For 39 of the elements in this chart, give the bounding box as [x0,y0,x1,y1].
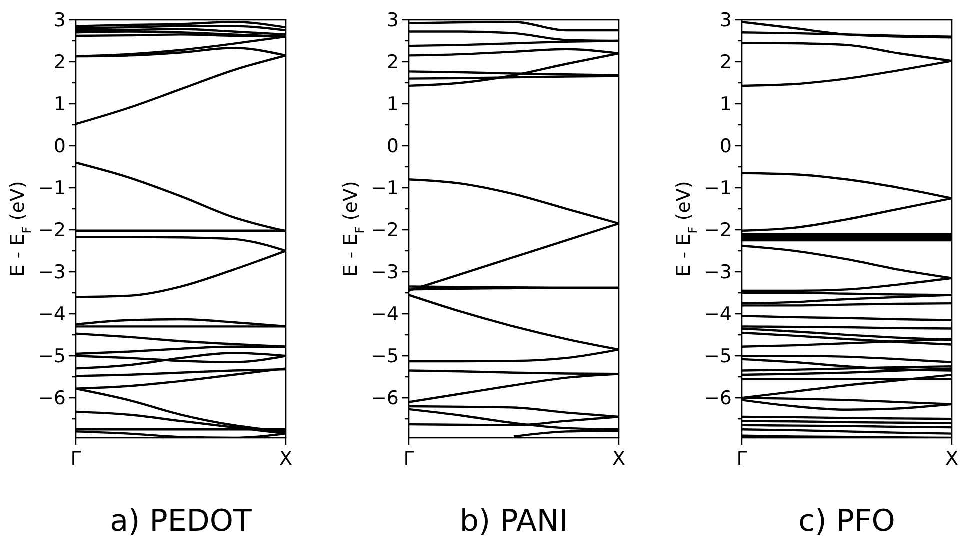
y-tick-label: −3 [38,262,66,284]
y-tick-label: 1 [720,94,732,116]
y-tick-label: 0 [720,136,732,158]
y-tick-label: −5 [704,346,732,368]
y-tick-label: −4 [704,304,732,326]
x-tick-label: Γ [70,448,82,470]
y-tick-label: −2 [38,220,66,242]
y-tick-label: −6 [38,388,66,410]
y-tick-label: 2 [720,52,732,74]
y-tick-label: −5 [38,346,66,368]
y-tick-label: −3 [704,262,732,284]
y-tick-label: 2 [54,52,66,74]
x-tick-label: X [945,448,959,470]
x-tick-label: X [612,448,626,470]
y-tick-label: −4 [370,304,399,326]
y-tick-label: −3 [370,262,399,284]
text: a) PEDOT [110,504,253,539]
y-tick-label: 3 [386,10,399,32]
y-tick-label: 1 [54,94,66,116]
y-tick-label: −6 [704,388,732,410]
y-tick-label: −4 [38,304,66,326]
y-tick-label: −1 [370,178,399,200]
y-tick-label: −6 [370,388,399,410]
y-tick-label: −2 [704,220,732,242]
text: b) PANI [460,504,568,539]
y-tick-label: 3 [54,10,66,32]
y-tick-label: 0 [386,136,399,158]
x-tick-label: X [279,448,293,470]
x-tick-label: Γ [404,448,415,470]
y-tick-label: −2 [370,220,399,242]
y-tick-label: −1 [38,178,66,200]
y-tick-label: 1 [386,94,399,116]
y-tick-label: 3 [720,10,732,32]
y-tick-label: 2 [386,52,399,74]
y-tick-label: −5 [370,346,399,368]
y-tick-label: −1 [704,178,732,200]
x-tick-label: Γ [736,448,748,470]
text: c) PFO [798,504,896,539]
y-tick-label: 0 [54,136,66,158]
